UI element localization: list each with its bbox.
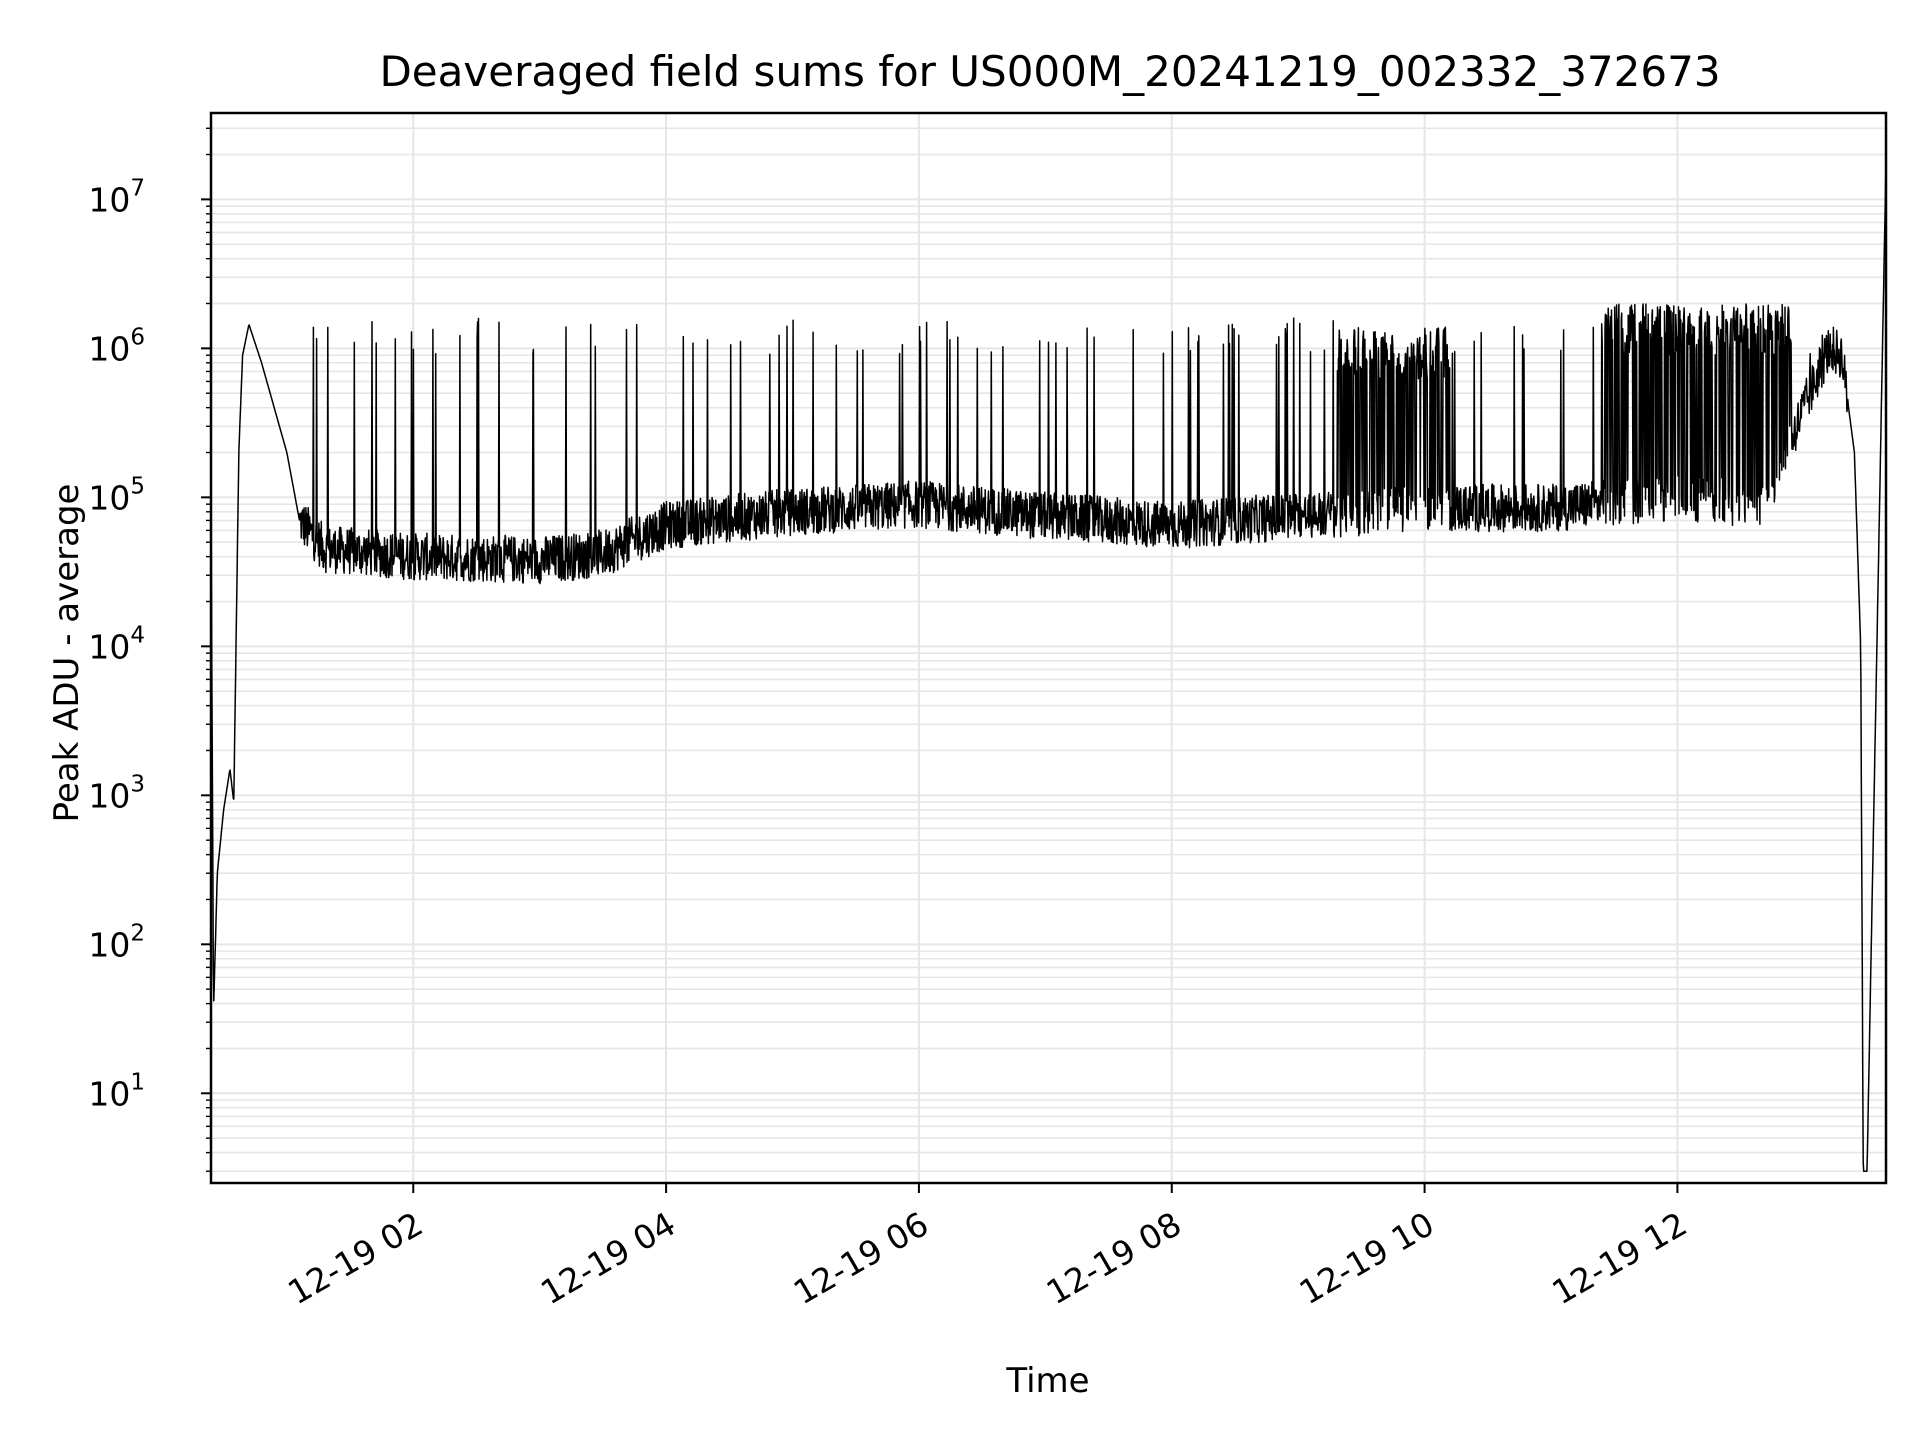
plot-layer <box>210 161 1887 1172</box>
y-tick-label: 104 <box>88 622 145 666</box>
x-tick-label: 12-19 10 <box>1293 1204 1441 1312</box>
y-tick-label: 107 <box>88 175 145 219</box>
grid-layer <box>211 113 1886 1183</box>
series-line <box>210 161 1887 1172</box>
y-axis-title: Peak ADU - average <box>47 484 87 823</box>
y-tick-label: 106 <box>88 324 145 368</box>
x-tick-label: 12-19 02 <box>281 1204 429 1312</box>
x-tick-label: 12-19 04 <box>534 1204 682 1312</box>
x-tick-label: 12-19 06 <box>787 1204 935 1312</box>
chart-title: Deaveraged field sums for US000M_2024121… <box>379 47 1720 96</box>
y-tick-label: 105 <box>88 473 145 517</box>
x-tick-label: 12-19 08 <box>1040 1204 1188 1312</box>
y-tick-label: 103 <box>88 771 145 815</box>
y-tick-label: 102 <box>88 920 145 964</box>
y-tick-label: 101 <box>88 1069 145 1113</box>
x-tick-label: 12-19 12 <box>1545 1204 1693 1312</box>
plot-frame <box>209 111 1888 1185</box>
x-axis-title: Time <box>1005 1361 1089 1401</box>
tick-layer: 101 102 103 104 105 106 107 12-19 02 12-19 04 12-… <box>88 127 1693 1312</box>
